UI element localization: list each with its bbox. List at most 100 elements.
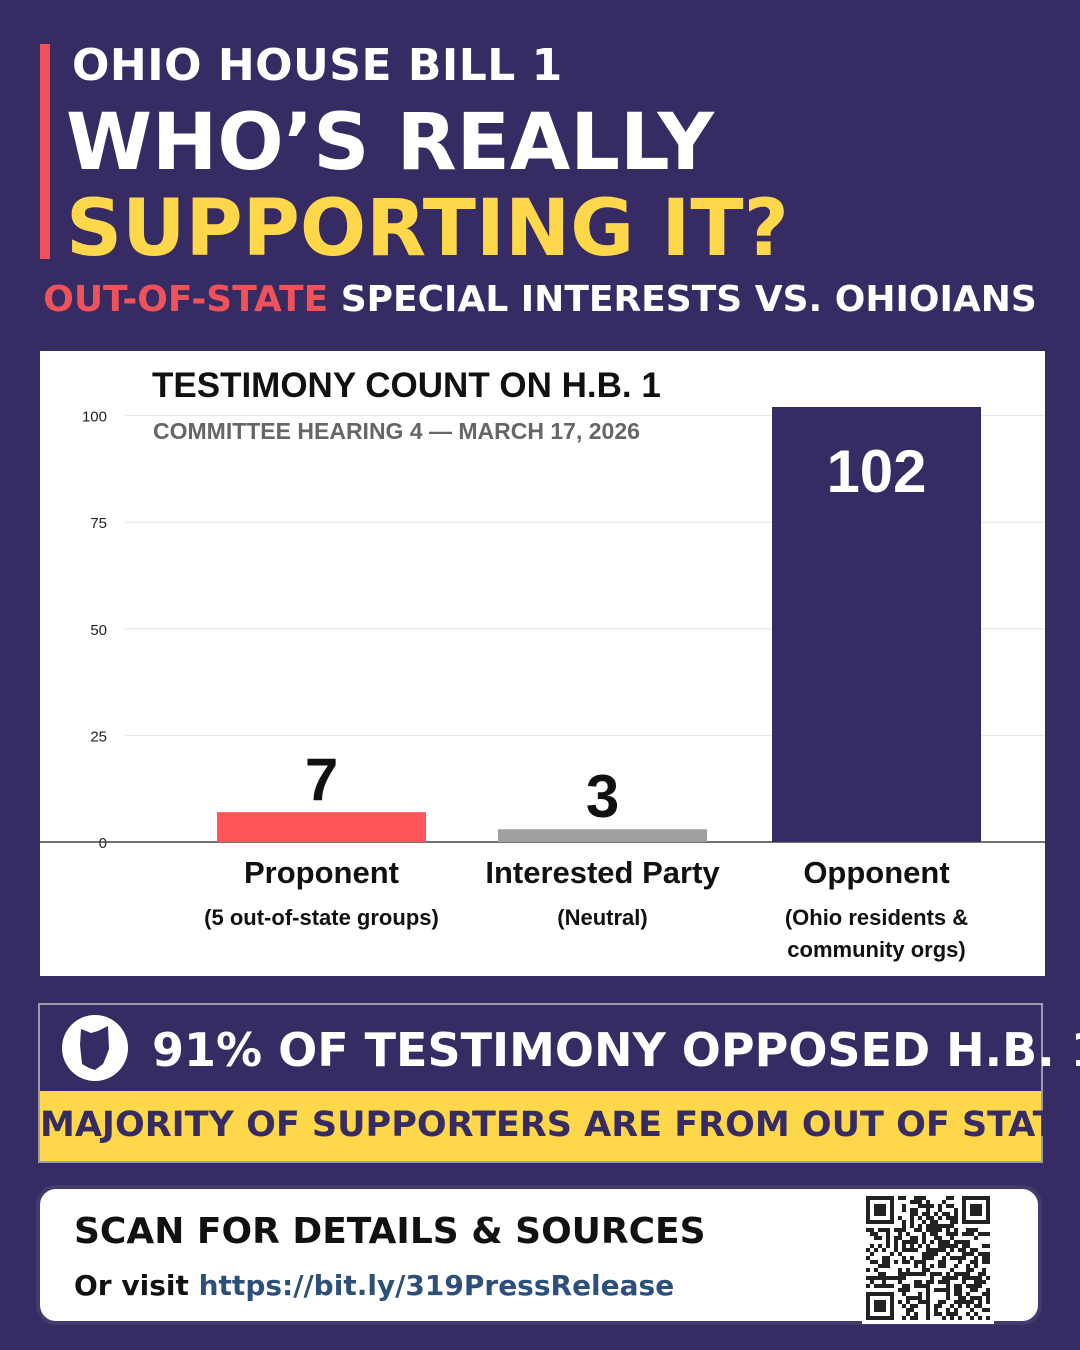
qr-module	[870, 1232, 874, 1236]
ohio-state-icon	[62, 1015, 128, 1081]
qr-module	[958, 1284, 962, 1288]
qr-module	[982, 1272, 986, 1276]
qr-module	[978, 1280, 982, 1284]
qr-module	[914, 1272, 918, 1276]
qr-module	[978, 1284, 982, 1288]
qr-module	[874, 1248, 878, 1252]
qr-module	[914, 1260, 918, 1264]
qr-module	[922, 1212, 926, 1216]
qr-module	[938, 1204, 942, 1208]
qr-module	[954, 1284, 958, 1288]
qr-module	[906, 1232, 910, 1236]
qr-module	[986, 1260, 990, 1264]
qr-module	[918, 1244, 922, 1248]
cta-link[interactable]: https://bit.ly/319PressRelease	[198, 1269, 675, 1302]
qr-module	[874, 1204, 886, 1216]
qr-module	[946, 1308, 950, 1312]
qr-module	[954, 1216, 958, 1220]
qr-module	[874, 1300, 886, 1312]
qr-module	[878, 1276, 882, 1280]
qr-module	[890, 1276, 894, 1280]
qr-module	[882, 1248, 886, 1252]
qr-module	[918, 1228, 922, 1232]
qr-module	[902, 1240, 906, 1244]
qr-module	[878, 1236, 882, 1240]
qr-module	[970, 1284, 974, 1288]
qr-module	[874, 1268, 878, 1272]
qr-module	[866, 1284, 870, 1288]
qr-module	[946, 1212, 950, 1216]
qr-module	[938, 1244, 942, 1248]
qr-module	[926, 1252, 930, 1256]
qr-module	[986, 1256, 990, 1260]
qr-module	[962, 1296, 966, 1300]
qr-module	[930, 1240, 934, 1244]
qr-code-icon[interactable]	[862, 1192, 994, 1324]
qr-module	[874, 1232, 878, 1236]
qr-module	[986, 1276, 990, 1280]
qr-module	[926, 1288, 930, 1292]
data-label: 7	[305, 746, 338, 813]
qr-module	[930, 1272, 934, 1276]
qr-module	[966, 1276, 970, 1280]
headline-line-2: SUPPORTING IT?	[66, 184, 789, 274]
qr-module	[866, 1268, 870, 1272]
qr-module	[902, 1208, 906, 1212]
subhead-highlight: OUT-OF-STATE	[43, 279, 329, 320]
qr-module	[978, 1232, 982, 1236]
qr-module	[914, 1316, 918, 1320]
qr-module	[930, 1224, 934, 1228]
qr-module	[966, 1272, 970, 1276]
qr-module	[938, 1264, 942, 1268]
qr-module	[958, 1296, 962, 1300]
qr-module	[950, 1268, 954, 1272]
qr-module	[962, 1244, 966, 1248]
qr-module	[982, 1292, 986, 1296]
qr-module	[970, 1228, 974, 1232]
qr-module	[930, 1220, 934, 1224]
qr-module	[870, 1244, 874, 1248]
qr-module	[934, 1212, 938, 1216]
qr-module	[982, 1232, 986, 1236]
qr-module	[882, 1260, 886, 1264]
qr-module	[902, 1316, 906, 1320]
qr-module	[946, 1296, 950, 1300]
qr-module	[906, 1260, 910, 1264]
qr-module	[914, 1200, 918, 1204]
qr-module	[946, 1228, 950, 1232]
qr-module	[966, 1292, 970, 1296]
qr-module	[910, 1244, 914, 1248]
qr-module	[974, 1312, 978, 1316]
qr-module	[898, 1216, 902, 1220]
qr-module	[966, 1268, 970, 1272]
qr-module	[942, 1200, 946, 1204]
qr-module	[910, 1248, 914, 1252]
qr-module	[914, 1208, 918, 1212]
category-label: Interested Party	[485, 855, 720, 890]
qr-module	[958, 1288, 962, 1292]
qr-module	[962, 1300, 966, 1304]
qr-module	[958, 1304, 962, 1308]
qr-module	[954, 1272, 958, 1276]
qr-module	[906, 1300, 910, 1304]
cta-prefix: Or visit	[74, 1269, 199, 1302]
qr-module	[934, 1248, 938, 1252]
qr-module	[970, 1300, 974, 1304]
qr-module	[970, 1232, 974, 1236]
qr-module	[954, 1244, 958, 1248]
qr-module	[922, 1196, 926, 1200]
qr-module	[918, 1272, 922, 1276]
qr-module	[970, 1296, 974, 1300]
qr-module	[942, 1288, 946, 1292]
qr-module	[950, 1216, 954, 1220]
qr-module	[874, 1284, 878, 1288]
category-note: (Ohio residents &	[785, 905, 968, 930]
qr-module	[934, 1288, 938, 1292]
qr-module	[942, 1224, 946, 1228]
qr-module	[886, 1260, 890, 1264]
qr-module	[866, 1276, 870, 1280]
qr-module	[926, 1228, 930, 1232]
qr-module	[950, 1256, 954, 1260]
stat-band-text: MAJORITY OF SUPPORTERS ARE FROM OUT OF S…	[40, 1105, 1080, 1145]
qr-module	[986, 1244, 990, 1248]
